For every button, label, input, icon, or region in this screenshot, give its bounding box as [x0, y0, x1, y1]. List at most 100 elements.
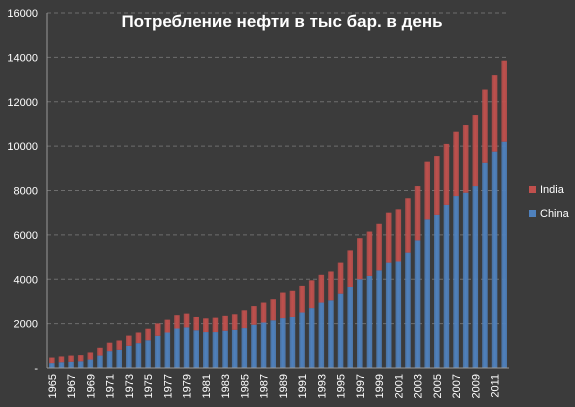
bar-china-1976: [154, 335, 161, 368]
bar-china-1975: [145, 340, 151, 368]
y-tick-label: 8000: [14, 186, 38, 198]
y-tick-label: 6000: [14, 230, 38, 242]
bar-india-1984: [231, 314, 238, 330]
y-tick-label: 4000: [14, 274, 38, 286]
bar-india-2003: [414, 186, 421, 241]
bar-china-2012: [501, 141, 507, 368]
x-tick-label: 1995: [336, 374, 348, 398]
bar-india-1998: [366, 231, 373, 276]
bar-china-2010: [482, 162, 488, 368]
bar-india-1988: [270, 299, 276, 321]
bar-india-1965: [49, 357, 55, 364]
x-tick-label: 1989: [278, 374, 290, 398]
bar-india-1987: [260, 302, 267, 323]
x-tick-label: 1977: [162, 374, 174, 398]
bar-india-1977: [164, 319, 171, 333]
x-tick-label: 1999: [374, 374, 386, 398]
legend-label-china: China: [540, 208, 570, 220]
bar-china-1991: [299, 312, 305, 368]
bar-china-2000: [385, 262, 392, 368]
bar-india-1992: [308, 280, 315, 309]
bar-china-1969: [87, 359, 94, 368]
bar-china-2011: [491, 151, 498, 368]
bar-india-1966: [58, 356, 65, 363]
x-tick-label: 1981: [201, 374, 213, 398]
bar-india-2009: [472, 115, 479, 187]
x-tick-label: 1971: [105, 374, 117, 398]
bar-india-1985: [241, 310, 248, 329]
bar-india-2007: [453, 131, 459, 197]
x-tick-label: 1973: [124, 374, 136, 398]
bar-india-1974: [135, 332, 142, 344]
bar-india-2005: [434, 156, 440, 215]
bar-india-2011: [491, 75, 498, 152]
bar-china-1997: [357, 279, 363, 368]
bar-india-1993: [318, 274, 325, 303]
bar-china-1965: [49, 363, 55, 368]
x-tick-label: 2011: [490, 374, 502, 398]
bar-india-1972: [116, 340, 122, 350]
x-tick-label: 1969: [85, 374, 97, 398]
bar-china-1987: [260, 322, 267, 368]
bar-china-2004: [424, 219, 430, 368]
bar-india-1996: [347, 250, 353, 288]
bar-india-1986: [251, 306, 257, 325]
bar-china-2009: [472, 186, 479, 368]
bar-china-1983: [222, 330, 228, 368]
bar-china-1989: [280, 318, 286, 368]
bar-india-2006: [443, 143, 450, 205]
bar-china-1998: [366, 275, 373, 368]
bar-india-2000: [385, 212, 392, 263]
x-tick-label: 1985: [239, 374, 251, 398]
y-tick-label: -: [34, 363, 38, 375]
bar-china-1992: [308, 308, 315, 368]
bar-india-1980: [193, 316, 199, 331]
legend-label-india: India: [540, 184, 565, 196]
bar-china-1979: [183, 327, 190, 368]
bar-india-1967: [68, 355, 74, 362]
y-tick-label: 10000: [7, 141, 38, 153]
bar-india-1968: [77, 355, 84, 362]
x-tick-label: 1991: [297, 374, 309, 398]
bar-india-1983: [222, 315, 228, 331]
bar-china-1968: [77, 361, 84, 368]
legend-swatch-china: [529, 210, 536, 217]
bar-india-1981: [203, 318, 209, 333]
bar-china-2005: [434, 214, 440, 368]
bar-china-1995: [337, 293, 344, 368]
bar-china-1999: [376, 270, 382, 368]
bar-india-1990: [289, 290, 296, 317]
bars: [49, 60, 507, 368]
bar-china-2008: [462, 192, 469, 368]
bar-china-1966: [58, 362, 65, 368]
bar-china-2003: [414, 240, 421, 368]
bar-china-1980: [193, 330, 199, 368]
gridlines: [47, 12, 509, 325]
x-tick-label: 1983: [220, 374, 232, 398]
bar-india-1982: [212, 317, 219, 333]
bar-india-1997: [357, 238, 363, 280]
x-tick-label: 2009: [470, 374, 482, 398]
bar-china-1985: [241, 328, 248, 368]
bar-india-2008: [462, 125, 469, 193]
chart-title: Потребление нефти в тыс бар. в день: [121, 12, 442, 31]
bar-china-1973: [126, 345, 132, 368]
bar-india-2010: [482, 89, 488, 163]
y-tick-label: 12000: [7, 97, 38, 109]
x-tick-label: 1965: [47, 374, 59, 398]
x-tick-label: 1967: [66, 374, 78, 398]
bar-china-1986: [251, 324, 257, 368]
bar-india-1971: [106, 342, 113, 352]
x-tick-label: 1987: [259, 374, 271, 398]
bar-india-2012: [501, 60, 507, 142]
legend: India China: [529, 184, 570, 220]
bar-china-1977: [164, 332, 171, 368]
bar-china-1972: [116, 349, 122, 368]
bar-india-1994: [328, 271, 334, 301]
bar-china-1990: [289, 316, 296, 368]
bar-india-2001: [395, 209, 402, 262]
bar-china-1982: [212, 332, 219, 368]
bar-china-1967: [68, 361, 74, 368]
bar-india-1978: [174, 315, 180, 329]
